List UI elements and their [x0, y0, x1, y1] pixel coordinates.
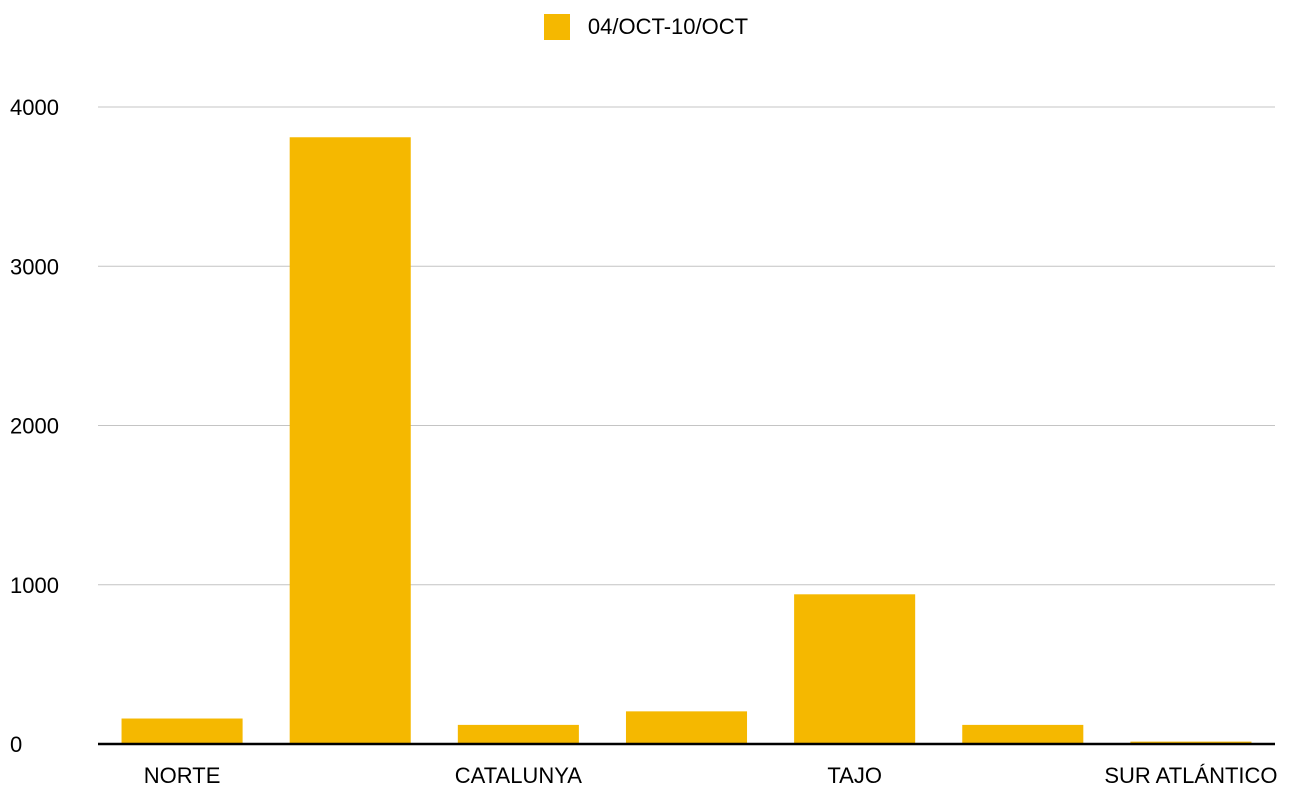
bar	[794, 594, 916, 744]
bar	[457, 724, 579, 744]
bars	[121, 137, 1252, 744]
bar	[962, 724, 1084, 744]
x-tick-label: TAJO	[827, 763, 882, 788]
legend-label: 04/OCT-10/OCT	[587, 14, 749, 39]
y-tick-label: 2000	[10, 414, 59, 439]
bar	[121, 718, 243, 744]
x-tick-label: NORTE	[144, 763, 221, 788]
y-tick-label: 0	[10, 732, 22, 757]
y-tick-label: 4000	[10, 95, 59, 120]
legend-swatch	[543, 14, 570, 40]
y-tick-label: 1000	[10, 573, 59, 598]
x-axis-ticks: NORTE CATALUNYA TAJO SUR ATLÁNTICO	[144, 763, 1278, 788]
grid-layer	[98, 106, 1275, 586]
chart-legend: 04/OCT-10/OCT	[0, 14, 1312, 40]
x-tick-label: CATALUNYA	[455, 763, 582, 788]
y-tick-label: 3000	[10, 254, 59, 279]
y-axis-ticks: 0 1000 2000 3000 4000	[10, 95, 59, 757]
bar	[289, 137, 411, 744]
x-tick-label: SUR ATLÁNTICO	[1104, 763, 1277, 788]
bar	[625, 711, 748, 744]
